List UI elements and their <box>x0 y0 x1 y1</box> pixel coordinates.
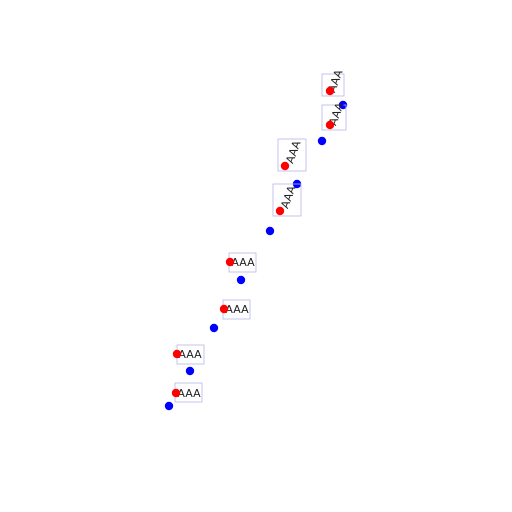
red-points-group <box>171 86 335 398</box>
label-box <box>321 73 345 97</box>
label-box <box>277 138 307 172</box>
red-anchor-point <box>171 388 181 398</box>
red-anchor-point <box>275 206 285 216</box>
red-anchor-point <box>219 304 229 314</box>
label-text: AAA <box>178 348 202 361</box>
label-text: AAA <box>225 303 249 316</box>
blue-point <box>209 323 219 333</box>
label-text: AAA <box>278 184 298 211</box>
red-anchor-point <box>325 86 335 96</box>
label-box <box>321 104 347 131</box>
red-anchor-point <box>172 349 182 359</box>
red-anchor-point <box>325 120 335 130</box>
blue-point <box>265 226 275 236</box>
blue-point <box>185 366 195 376</box>
point-label: AAA <box>321 101 347 131</box>
label-text: AAA <box>231 256 255 269</box>
label-box <box>272 183 302 217</box>
blue-point <box>236 275 246 285</box>
label-text: AAA <box>177 387 201 400</box>
blue-points-group <box>164 100 348 411</box>
label-text: AAA <box>283 139 303 166</box>
red-anchor-point <box>225 257 235 267</box>
blue-point <box>317 136 327 146</box>
red-anchor-point <box>280 161 290 171</box>
blue-point <box>164 401 174 411</box>
